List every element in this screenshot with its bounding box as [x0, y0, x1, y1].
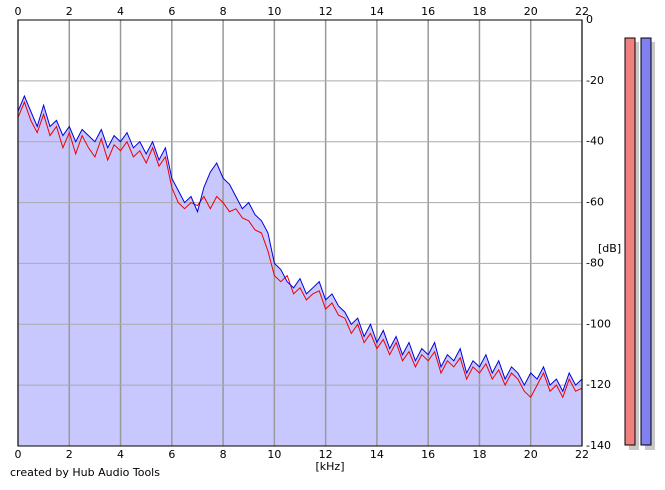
y-tick-label: -40 — [586, 135, 604, 148]
x-tick-label-top: 14 — [370, 5, 384, 18]
x-tick-label: 20 — [524, 448, 538, 461]
x-tick-label: 0 — [15, 448, 22, 461]
x-tick-label-top: 6 — [168, 5, 175, 18]
y-tick-label: -80 — [586, 256, 604, 269]
meter-right — [640, 37, 652, 446]
x-tick-label: 10 — [267, 448, 281, 461]
x-axis-label: [kHz] — [316, 460, 345, 473]
spectrum-line — [17, 94, 583, 393]
x-tick-label-top: 8 — [220, 5, 227, 18]
x-tick-label-top: 18 — [472, 5, 486, 18]
x-tick-label-top: 22 — [575, 5, 589, 18]
x-tick-label: 16 — [421, 448, 435, 461]
x-tick-label-top: 4 — [117, 5, 124, 18]
x-tick-label-top: 0 — [15, 5, 22, 18]
x-tick-label-top: 16 — [421, 5, 435, 18]
x-tick-label: 12 — [319, 448, 333, 461]
spectrum-area — [18, 96, 582, 446]
x-tick-label-top: 2 — [66, 5, 73, 18]
plot-frame — [17, 19, 583, 447]
y-tick-label: -20 — [586, 74, 604, 87]
x-tick-label-top: 20 — [524, 5, 538, 18]
x-tick-label: 18 — [472, 448, 486, 461]
meter-left — [624, 37, 636, 446]
x-tick-label: 2 — [66, 448, 73, 461]
spectrum-line — [17, 100, 583, 399]
y-tick-label: -140 — [586, 439, 611, 452]
x-tick-label-top: 10 — [267, 5, 281, 18]
x-tick-label: 22 — [575, 448, 589, 461]
y-axis-label: [dB] — [598, 242, 621, 255]
y-tick-label: -120 — [586, 378, 611, 391]
y-tick-label: 0 — [586, 13, 593, 26]
y-tick-label: -60 — [586, 196, 604, 209]
x-tick-label: 6 — [168, 448, 175, 461]
x-tick-label-top: 12 — [319, 5, 333, 18]
y-tick-label: -100 — [586, 317, 611, 330]
x-tick-label: 14 — [370, 448, 384, 461]
x-tick-label: 4 — [117, 448, 124, 461]
x-tick-label: 8 — [220, 448, 227, 461]
footer: created by Hub Audio Tools — [10, 466, 160, 479]
